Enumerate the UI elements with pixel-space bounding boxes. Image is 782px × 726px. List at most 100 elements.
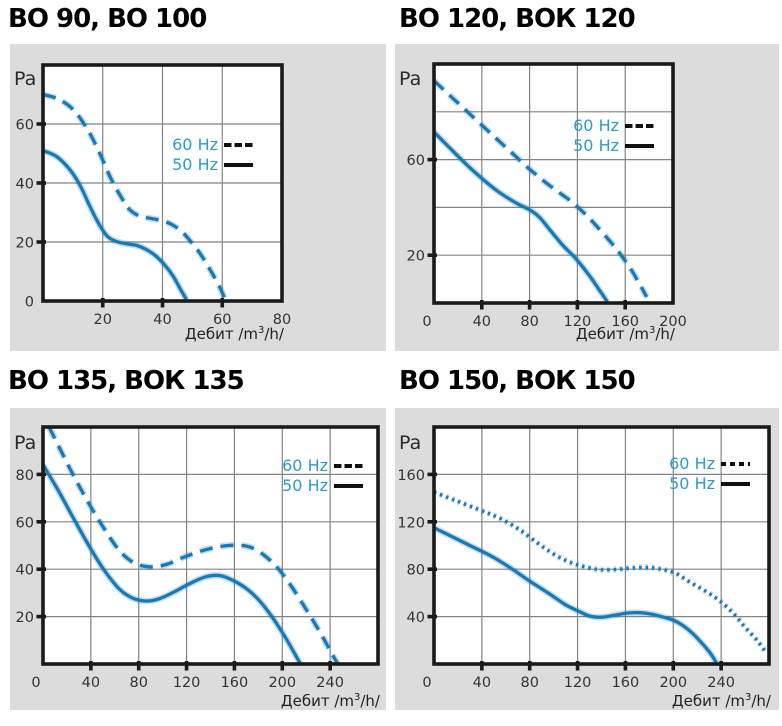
x-tick-label: 40 xyxy=(473,675,491,691)
x-tick-mark xyxy=(527,661,532,671)
plot-area xyxy=(434,64,673,303)
x-tick-mark xyxy=(575,661,580,671)
x-axis-label-text: Дебит /m xyxy=(671,692,745,710)
curves-group xyxy=(41,91,229,302)
x-tick-label: 80 xyxy=(273,312,291,328)
legend-label-60hz: 60 Hz xyxy=(669,454,715,473)
chart-legend: 60 Hz 50 Hz xyxy=(170,135,253,175)
legend-label-50hz: 50 Hz xyxy=(669,474,715,493)
y-axis-unit-label: Pa xyxy=(14,432,37,454)
x-axis-label-text: Дебит /m xyxy=(184,325,258,343)
y-tick-mark xyxy=(427,157,437,162)
legend-line-sample-solid xyxy=(224,163,253,167)
x-axis-label: Дебит /m3/h/ xyxy=(185,325,284,343)
y-tick-label: 0 xyxy=(25,295,34,311)
x-tick-label: 120 xyxy=(173,675,201,691)
x-tick-label: 200 xyxy=(659,675,687,691)
legend-row: 60 Hz xyxy=(571,116,654,136)
y-axis-unit-label: Pa xyxy=(14,68,37,90)
legend-row: 60 Hz xyxy=(667,454,750,474)
x-axis-label-text: Дебит /m xyxy=(280,692,354,710)
y-tick-label: 80 xyxy=(16,468,34,484)
chart-title: ВО 120, ВОК 120 xyxy=(399,4,636,34)
y-tick-label: 40 xyxy=(16,177,34,193)
y-tick-mark xyxy=(427,520,437,524)
y-tick-label: 40 xyxy=(16,563,34,579)
plot-border xyxy=(432,425,771,666)
plot-area xyxy=(434,427,769,664)
x-axis-label-superscript: 3 xyxy=(258,325,265,336)
curves-group xyxy=(432,489,770,665)
legend-line-sample-dashed xyxy=(334,464,363,468)
x-tick-mark xyxy=(136,661,141,671)
x-tick-label: 0 xyxy=(31,675,40,691)
y-tick-mark xyxy=(36,122,46,126)
legend-row: 50 Hz xyxy=(571,136,654,156)
chart-panel: Pa 0 40 80 120 160 200 20 60 60 Hz 50 Hz Дебит … xyxy=(395,44,779,351)
legend-label-60hz: 60 Hz xyxy=(172,135,218,154)
y-tick-label: 60 xyxy=(16,118,34,134)
x-tick-label: 200 xyxy=(659,314,687,330)
x-tick-label: 80 xyxy=(520,314,538,330)
chart-title: ВО 150, ВОК 150 xyxy=(399,366,636,396)
x-tick-label: 20 xyxy=(94,312,112,328)
x-axis-label-superscript: 3 xyxy=(354,692,361,703)
x-tick-mark xyxy=(232,661,237,671)
x-tick-label: 0 xyxy=(422,314,431,330)
x-tick-mark xyxy=(89,661,93,671)
x-tick-label: 40 xyxy=(473,314,491,330)
legend-row: 50 Hz xyxy=(667,474,750,494)
chart-legend: 60 Hz 50 Hz xyxy=(571,116,654,156)
x-axis-label-text: Дебит /m xyxy=(575,325,649,343)
chart-panel: Pa 20 40 60 80 0 20 40 60 60 Hz 50 Hz Дебит /m3… xyxy=(10,44,386,351)
curve-60hz-dashed xyxy=(42,92,227,301)
y-tick-mark xyxy=(36,614,46,619)
y-tick-mark xyxy=(36,240,46,244)
x-axis-label-superscript: 3 xyxy=(745,692,752,703)
y-tick-mark xyxy=(36,181,46,185)
legend-row: 60 Hz xyxy=(280,456,363,476)
x-tick-label: 60 xyxy=(213,312,231,328)
legend-label-50hz: 50 Hz xyxy=(172,155,218,174)
curves-group xyxy=(432,78,650,304)
curve-50hz-solid xyxy=(42,149,188,301)
x-axis-label: Дебит /m3/h/ xyxy=(576,325,675,343)
y-tick-label: 40 xyxy=(407,610,425,626)
x-tick-mark xyxy=(623,300,627,310)
curve-50hz-solid xyxy=(41,464,302,664)
y-tick-mark xyxy=(36,520,46,524)
y-axis-unit-label: Pa xyxy=(399,68,422,90)
chart-title: ВО 135, ВОК 135 xyxy=(8,366,245,396)
x-tick-label: 160 xyxy=(221,675,249,691)
x-tick-label: 120 xyxy=(564,314,592,330)
x-axis-label-tail: /h/ xyxy=(655,325,675,343)
x-tick-mark xyxy=(280,661,285,671)
legend-label-60hz: 60 Hz xyxy=(282,456,328,475)
x-tick-mark xyxy=(671,661,676,671)
y-axis-unit-label: Pa xyxy=(399,432,422,454)
x-tick-label: 80 xyxy=(520,675,538,691)
chart-canvas: 0 40 80 120 160 200 20 60 xyxy=(407,62,687,330)
x-tick-label: 0 xyxy=(422,675,431,691)
y-tick-mark xyxy=(36,472,46,477)
x-axis-label-tail: /h/ xyxy=(360,692,380,710)
x-tick-label: 160 xyxy=(612,675,640,691)
y-tick-label: 80 xyxy=(407,563,425,579)
legend-line-sample-solid xyxy=(721,482,750,486)
x-tick-mark xyxy=(480,300,484,310)
chart-canvas: 0 40 80 120 160 200 240 20 40 60 80 xyxy=(16,425,380,691)
x-tick-mark xyxy=(184,661,189,671)
x-axis-label: Дебит /m3/h/ xyxy=(281,692,380,710)
chart-legend: 60 Hz 50 Hz xyxy=(667,454,750,494)
legend-line-sample-dotted xyxy=(721,462,750,466)
x-axis-label-tail: /h/ xyxy=(264,325,284,343)
legend-row: 50 Hz xyxy=(280,476,363,496)
y-tick-label: 20 xyxy=(16,236,34,252)
legend-label-50hz: 50 Hz xyxy=(573,136,619,155)
x-tick-mark xyxy=(160,298,165,308)
legend-line-sample-dashed xyxy=(224,143,253,147)
x-tick-label: 120 xyxy=(564,675,592,691)
chart-canvas: 20 40 60 80 0 20 40 60 xyxy=(16,63,291,328)
x-tick-mark xyxy=(527,300,532,310)
legend-row: 60 Hz xyxy=(170,135,253,155)
